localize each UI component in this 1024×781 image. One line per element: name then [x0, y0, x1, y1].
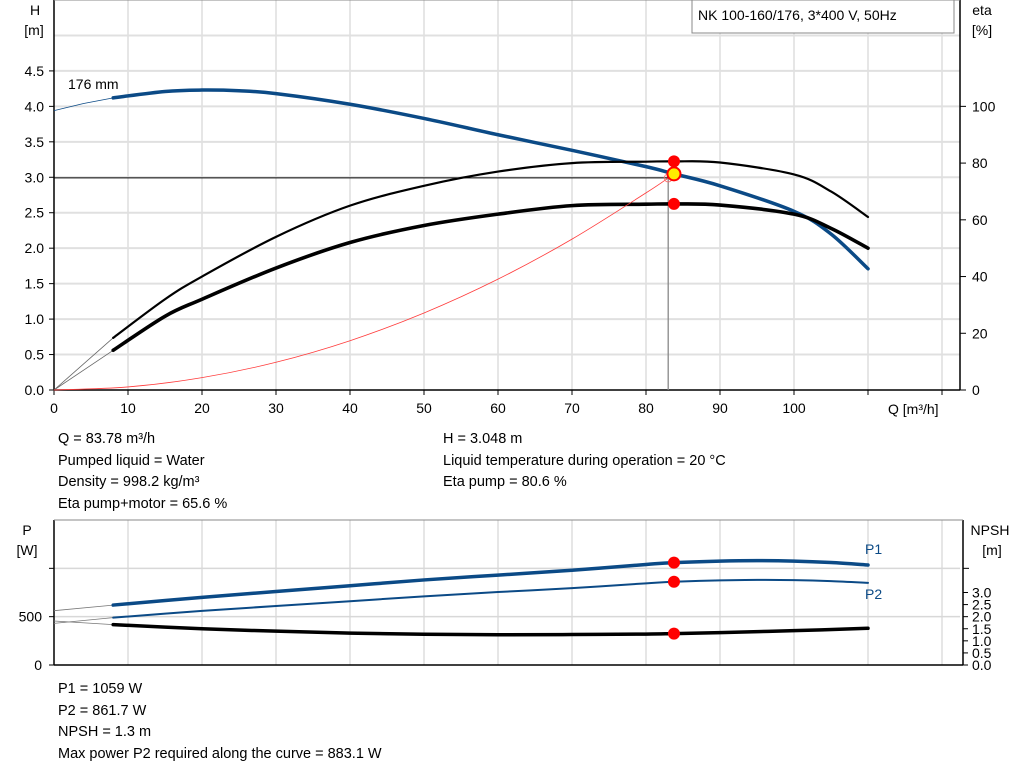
x-tick-label: 10 [120, 400, 136, 416]
info-lower: P1 = 1059 W P2 = 861.7 W NPSH = 1.3 m Ma… [58, 679, 382, 765]
x-tick-label: 30 [268, 400, 284, 416]
series-H-curve [111, 88, 870, 271]
series-P2-curve [112, 578, 869, 619]
y-tick-label: 4.0 [25, 98, 45, 114]
info-h: H = 3.048 m [443, 431, 523, 447]
y-right-tick-label: 60 [972, 212, 988, 228]
y-right-tick-label: 100 [972, 98, 996, 114]
npsh-tick-label: 0.0 [972, 657, 992, 673]
y-tick-label: 1.5 [25, 276, 45, 292]
y-tick-label: 3.5 [25, 134, 45, 150]
p-tick-label: 500 [19, 609, 43, 625]
info-upper-right: H = 3.048 m Liquid temperature during op… [443, 429, 726, 494]
npsh-axis-unit: [m] [982, 542, 1001, 558]
info-p2: P2 = 861.7 W [58, 702, 147, 719]
info-temperature: Liquid temperature during operation = 20… [443, 452, 726, 469]
y-tick-label: 0.5 [25, 347, 45, 363]
upper-grid [54, 0, 960, 390]
y-tick-label: 0.0 [25, 382, 45, 398]
npsh-tick-label: 3.0 [972, 585, 992, 601]
series-system-curve [53, 177, 669, 391]
info-p1: P1 = 1059 W [58, 681, 143, 697]
title-box [691, 0, 955, 34]
info-upper-left: Q = 83.78 m³/h Pumped liquid = Water Den… [58, 429, 227, 515]
operating-point [667, 556, 680, 569]
p-tick-label: 0 [34, 657, 42, 673]
eta-operating-point [667, 155, 680, 168]
info-eta-pump: Eta pump = 80.6 % [443, 474, 567, 490]
upper-series [53, 88, 870, 391]
y-right-axis-label: eta [972, 2, 992, 18]
curve-label-176mm: 176 mm [68, 76, 119, 92]
chart-title: NK 100-160/176, 3*400 V, 50Hz [698, 7, 897, 23]
x-tick-label: 80 [638, 400, 654, 416]
p-axis-unit: [W] [17, 542, 38, 558]
upper-axes: 0 10 20 30 40 50 60 70 80 90 100 0.0 0.5 1.0 1.5 2.0 2.5… [24, 0, 996, 416]
info-max-p2: Max power P2 required along the curve = … [58, 745, 382, 762]
npsh-tick-label: 1.5 [972, 621, 992, 637]
y-axis-unit: [m] [24, 22, 43, 38]
npsh-tick-label: 0.5 [972, 645, 992, 661]
series-eta_pump_motor-extension [53, 349, 114, 391]
y-right-tick-label: 80 [972, 155, 988, 171]
y-right-tick-label: 40 [972, 269, 988, 285]
x-axis-label: Q [m³/h] [888, 401, 939, 417]
lower-series [53, 556, 870, 640]
series-eta_pump_motor-curve [111, 202, 870, 353]
series-P1-curve [111, 558, 870, 607]
y-right-axis-unit: [%] [972, 22, 992, 38]
series-eta_pump-extension [53, 337, 114, 391]
npsh-axis-label: NPSH [971, 522, 1010, 538]
y-right-tick-label: 0 [972, 382, 980, 398]
x-tick-label: 70 [564, 400, 580, 416]
series-H-extension [53, 97, 114, 111]
series-label-p2: P2 [865, 586, 882, 602]
info-npsh: NPSH = 1.3 m [58, 724, 152, 740]
x-tick-label: 20 [194, 400, 210, 416]
lower-grid [54, 520, 960, 665]
series-P2-extension [53, 617, 114, 624]
y-tick-label: 4.5 [25, 63, 45, 79]
series-NPSH-curve [111, 622, 870, 637]
duty-point-marker [666, 166, 682, 182]
x-tick-label: 90 [712, 400, 728, 416]
series-P1-extension [53, 604, 114, 612]
series-eta_pump-curve [112, 160, 870, 339]
operating-point [667, 627, 680, 640]
x-tick-label: 60 [490, 400, 506, 416]
info-density: Density = 998.2 kg/m³ [58, 474, 200, 490]
eta-operating-point [667, 197, 680, 210]
upper-chart-qh-eta: 0 10 20 30 40 50 60 70 80 90 100 0.0 0.5 1.0 1.5 2.0 2.5… [24, 0, 996, 417]
info-eta-pump-motor: Eta pump+motor = 65.6 % [58, 495, 228, 512]
operating-point [667, 575, 680, 588]
p-axis-label: P [22, 522, 31, 538]
y-tick-label: 2.5 [25, 205, 45, 221]
x-tick-label: 50 [416, 400, 432, 416]
series-NPSH-extension [53, 620, 114, 625]
y-right-tick-label: 20 [972, 325, 988, 341]
y-tick-label: 1.0 [25, 311, 45, 327]
x-tick-label: 100 [782, 400, 806, 416]
info-q: Q = 83.78 m³/h [58, 431, 156, 447]
npsh-tick-label: 2.0 [972, 609, 992, 625]
lower-axes: 0 500 0.00.51.01.52.02.53.0 P [W] NPSH [m] [17, 519, 1010, 673]
npsh-tick-label: 1.0 [972, 633, 992, 649]
y-tick-label: 3.0 [25, 169, 45, 185]
npsh-tick-label: 2.5 [972, 597, 992, 613]
info-liquid: Pumped liquid = Water [58, 452, 205, 469]
y-axis-label: H [30, 2, 40, 18]
x-tick-label: 40 [342, 400, 358, 416]
x-tick-label: 0 [50, 400, 58, 416]
y-tick-label: 2.0 [25, 240, 45, 256]
series-label-p1: P1 [865, 541, 882, 557]
